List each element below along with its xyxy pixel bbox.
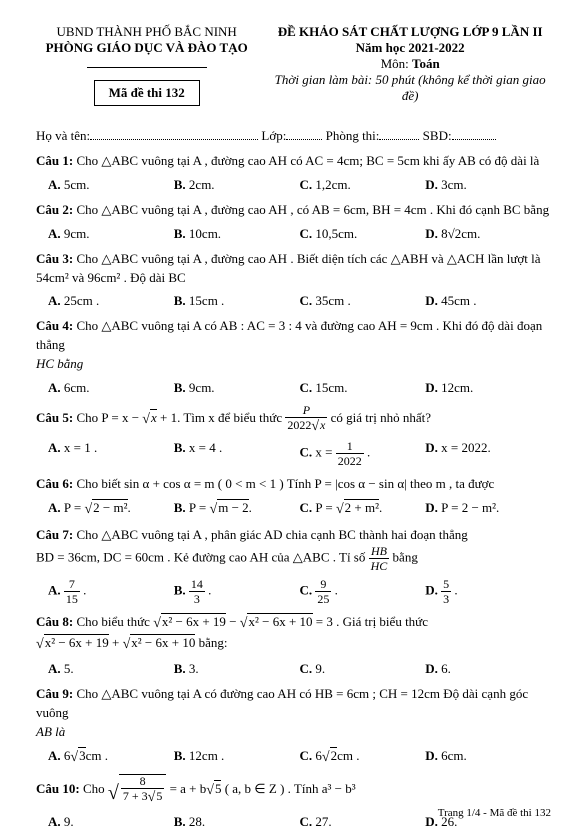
q8: Câu 8: Cho biểu thức √x² − 6x + 19 − √x²…: [36, 613, 551, 656]
q9: Câu 9: Cho △ABC vuông tại A có đường cao…: [36, 685, 551, 742]
candidate-line: Họ và tên: Lớp: Phòng thi: SBD:: [36, 128, 551, 144]
time: Thời gian làm bài: 50 phút (không kể thờ…: [269, 72, 551, 104]
q5: Câu 5: Cho P = x − √x + 1. Tìm x để biểu…: [36, 404, 551, 434]
made-box: Mã đề thi 132: [94, 80, 200, 106]
q7: Câu 7: Cho △ABC vuông tại A , phân giác …: [36, 526, 551, 572]
q5-opts: A. x = 1 . B. x = 4 . C. x = 12022 . D. …: [48, 440, 551, 467]
header: UBND THÀNH PHỐ BẮC NINH PHÒNG GIÁO DỤC V…: [36, 24, 551, 106]
q3: Câu 3: Cho △ABC vuông tại A , đường cao …: [36, 250, 551, 288]
q7-opts: A. 715 . B. 143 . C. 925 . D. 53 .: [48, 578, 551, 605]
mon: Môn: Toán: [269, 56, 551, 72]
q3-opts: A. 25cm . B. 15cm . C. 35cm . D. 45cm .: [48, 293, 551, 309]
page-footer: Trang 1/4 - Mã đề thi 132: [438, 807, 551, 819]
hr-left: [87, 66, 207, 68]
q8-opts: A. 5. B. 3. C. 9. D. 6.: [48, 661, 551, 677]
ubnd: UBND THÀNH PHỐ BẮC NINH: [36, 24, 257, 40]
q2-opts: A. 9cm. B. 10cm. C. 10,5cm. D. 8√2cm.: [48, 226, 551, 242]
q4-opts: A. 6cm. B. 9cm. C. 15cm. D. 12cm.: [48, 380, 551, 396]
q10: Câu 10: Cho √ 8 7 + 3√5 = a + b√5 ( a, b…: [36, 774, 551, 808]
q6-opts: A. P = √2 − m². B. P = √m − 2. C. P = √2…: [48, 500, 551, 518]
exam-title: ĐỀ KHẢO SÁT CHẤT LƯỢNG LỚP 9 LẦN II: [269, 24, 551, 40]
q9-opts: A. 6√3cm . B. 12cm . C. 6√2cm . D. 6cm.: [48, 748, 551, 766]
pgd: PHÒNG GIÁO DỤC VÀ ĐÀO TẠO: [36, 40, 257, 56]
q2: Câu 2: Cho △ABC vuông tại A , đường cao …: [36, 201, 551, 220]
namhoc: Năm học 2021-2022: [269, 40, 551, 56]
q6: Câu 6: Cho biết sin α + cos α = m ( 0 < …: [36, 475, 551, 494]
q4: Câu 4: Cho △ABC vuông tại A có AB : AC =…: [36, 317, 551, 374]
q1: Câu 1: Cho △ABC vuông tại A , đường cao …: [36, 152, 551, 171]
q1-opts: A. 5cm. B. 2cm. C. 1,2cm. D. 3cm.: [48, 177, 551, 193]
